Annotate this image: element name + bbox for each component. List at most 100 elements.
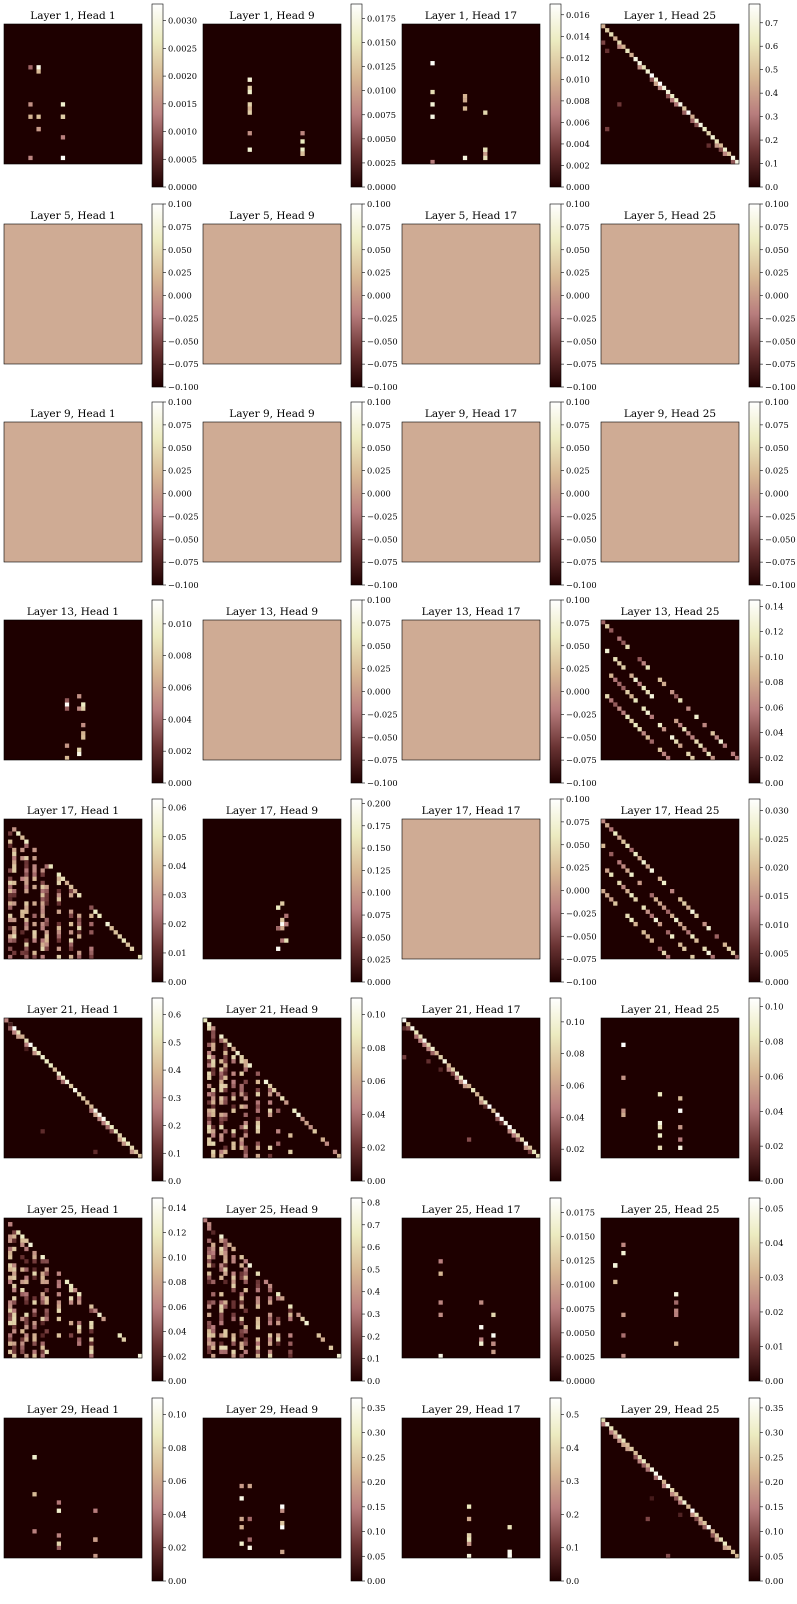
heatmap-cell — [40, 872, 45, 877]
colorbar-tick-label: 0.025 — [367, 955, 391, 965]
heatmap-cell — [499, 1116, 504, 1122]
heatmap-cell — [649, 1467, 654, 1472]
heatmap-panel: Layer 29, Head 170.00.10.20.30.40.5 — [401, 1397, 579, 1586]
colorbar-tick-label: 0.08 — [168, 1277, 186, 1287]
panel-title: Layer 13, Head 17 — [422, 606, 521, 618]
heatmap-cell — [219, 1125, 224, 1130]
heatmap-cell — [36, 65, 41, 70]
heatmap-cell — [442, 1059, 447, 1064]
heatmap-cell — [633, 897, 638, 902]
panel-title: Layer 25, Head 9 — [226, 1204, 318, 1216]
heatmap-cell — [24, 942, 29, 947]
heatmap-cell — [690, 735, 695, 740]
heatmap-cell — [239, 1496, 244, 1501]
heatmap-cell — [207, 1349, 212, 1355]
heatmap-cell — [12, 1238, 17, 1243]
heatmap-cell — [12, 901, 17, 906]
heatmap-cell — [207, 1141, 212, 1146]
heatmap-cell — [44, 1349, 49, 1355]
heatmap-cell — [706, 751, 711, 757]
heatmap-cell — [601, 889, 606, 894]
heatmap-frame — [401, 1217, 541, 1359]
colorbar-tick-label: 0.0 — [566, 1576, 579, 1586]
heatmap-cell — [609, 698, 614, 703]
heatmap-cell — [255, 1071, 261, 1076]
heatmap-cell — [85, 1100, 90, 1105]
heatmap-cell — [255, 1088, 261, 1093]
heatmap-cell — [231, 1312, 236, 1318]
heatmap-cell — [56, 889, 62, 894]
heatmap-cell — [670, 1488, 675, 1493]
heatmap-cell — [410, 1026, 415, 1031]
heatmap-cell — [255, 1120, 261, 1126]
heatmap-cell — [40, 942, 45, 947]
heatmap-cell — [20, 856, 25, 861]
colorbar-tick-label: 0.100 — [566, 397, 590, 407]
colorbar-tick-label: 0.016 — [566, 10, 590, 20]
colorbar-tick-label: 0.075 — [566, 817, 590, 827]
heatmap-cell — [406, 1022, 411, 1027]
heatmap-cell — [219, 1263, 224, 1268]
heatmap-cell — [64, 1079, 70, 1085]
heatmap-cell — [32, 1050, 37, 1056]
colorbar — [549, 1197, 562, 1382]
heatmap-cell — [609, 1426, 614, 1431]
heatmap-cell — [243, 1149, 248, 1155]
heatmap-cell — [670, 98, 675, 103]
heatmap-cell — [605, 126, 610, 132]
heatmap-cell — [231, 1083, 236, 1089]
heatmap-background — [4, 620, 142, 760]
heatmap-cell — [491, 1349, 496, 1355]
colorbar-tick-label: 0.006 — [168, 683, 192, 693]
colorbar-tick-label: −0.025 — [367, 511, 398, 521]
heatmap-cell — [12, 893, 17, 898]
heatmap-cell — [730, 751, 736, 757]
heatmap-cell — [276, 1092, 281, 1097]
colorbar-tick-label: −0.075 — [168, 359, 199, 369]
heatmap-cell — [40, 905, 45, 910]
heatmap-cell — [645, 934, 650, 939]
heatmap-cell — [462, 106, 468, 111]
heatmap-cell — [674, 98, 679, 103]
heatmap-cell — [40, 889, 45, 894]
colorbar-tick-label: 0.10 — [765, 652, 783, 662]
colorbar — [549, 997, 562, 1182]
colorbar-tick-label: −0.100 — [367, 382, 398, 392]
heatmap-cell — [32, 884, 37, 890]
heatmap-cell — [219, 1275, 224, 1280]
heatmap-cell — [231, 1283, 236, 1289]
heatmap-cell — [77, 893, 82, 898]
heatmap-cell — [609, 32, 614, 37]
heatmap-cell — [267, 1353, 273, 1359]
heatmap-cell — [8, 880, 13, 886]
heatmap-cell — [8, 1234, 13, 1239]
heatmap-cell — [16, 831, 21, 836]
heatmap-cell — [690, 954, 695, 960]
heatmap-cell — [8, 913, 13, 919]
heatmap-cell — [89, 1341, 94, 1346]
heatmap-cell — [613, 1434, 618, 1439]
heatmap-cell — [231, 1316, 236, 1322]
heatmap-cell — [633, 1450, 638, 1456]
colorbar-tick-label: 0.0025 — [566, 1352, 595, 1362]
heatmap-cell — [68, 930, 74, 935]
heatmap-cell — [32, 1312, 37, 1318]
heatmap-cell — [211, 1149, 216, 1155]
heatmap-cell — [8, 1263, 13, 1268]
colorbar-tick-label: 0.000 — [168, 778, 192, 788]
heatmap-cell — [446, 1063, 451, 1068]
colorbar-tick-label: 0.01 — [168, 948, 186, 958]
heatmap-cell — [211, 1088, 216, 1093]
heatmap-cell — [267, 1296, 273, 1301]
heatmap-cell — [24, 884, 29, 890]
heatmap-panel: Layer 13, Head 10.0000.0020.0040.0060.00… — [3, 599, 192, 788]
heatmap-cell — [239, 1275, 244, 1280]
heatmap-cell — [438, 1055, 443, 1060]
heatmap-cell — [89, 913, 94, 919]
colorbar — [350, 1397, 363, 1582]
heatmap-cell — [613, 657, 618, 662]
heatmap-cell — [207, 1246, 212, 1252]
heatmap-cell — [698, 743, 703, 748]
heatmap-panel: Layer 21, Head 90.000.020.040.060.080.10 — [202, 997, 385, 1186]
colorbar-tick-label: 0.0 — [765, 182, 778, 192]
